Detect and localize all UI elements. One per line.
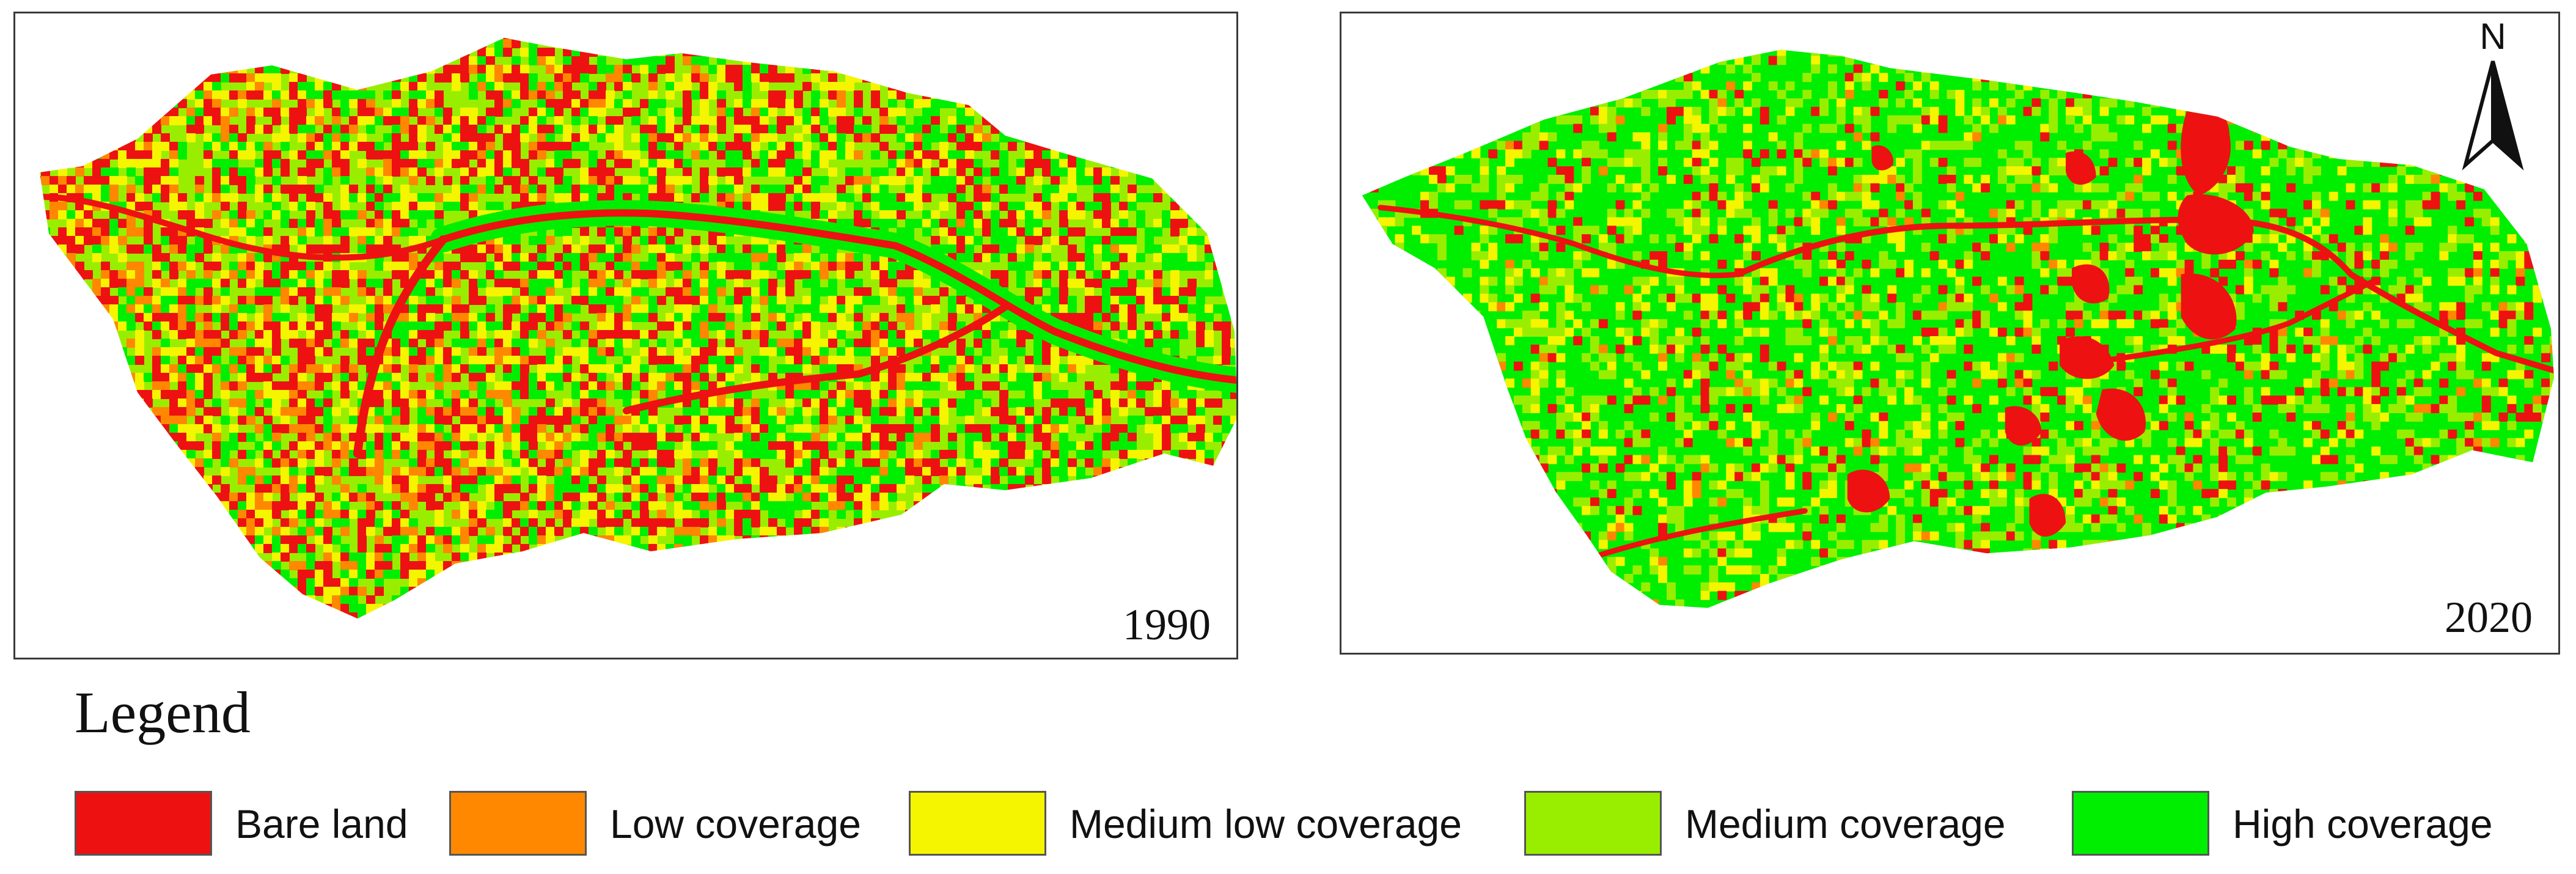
legend-title: Legend (75, 680, 251, 745)
legend-swatch (449, 791, 587, 856)
map-year-label: 2020 (2445, 593, 2533, 642)
legend-label: High coverage (2233, 801, 2493, 846)
legend-label: Low coverage (610, 801, 861, 846)
map-1990 (40, 38, 1236, 619)
north-label: N (2479, 16, 2506, 57)
legend-swatch (909, 791, 1046, 856)
map-year-label: 1990 (1123, 600, 1211, 649)
legend-label: Medium coverage (1685, 801, 2006, 846)
legend-swatch (75, 791, 212, 856)
legend: Bare land Low coverage Medium low covera… (75, 788, 2507, 862)
legend-label: Bare land (235, 801, 408, 846)
north-arrow: N (2459, 18, 2526, 171)
legend-swatch (1524, 791, 1662, 856)
map-panel-2020: N 2020 (1340, 12, 2560, 655)
map-panel-1990: 1990 (13, 12, 1238, 659)
legend-swatch (2072, 791, 2209, 856)
legend-label: Medium low coverage (1070, 801, 1462, 846)
north-arrow-icon (2462, 61, 2524, 171)
map-2020 (1362, 50, 2554, 608)
